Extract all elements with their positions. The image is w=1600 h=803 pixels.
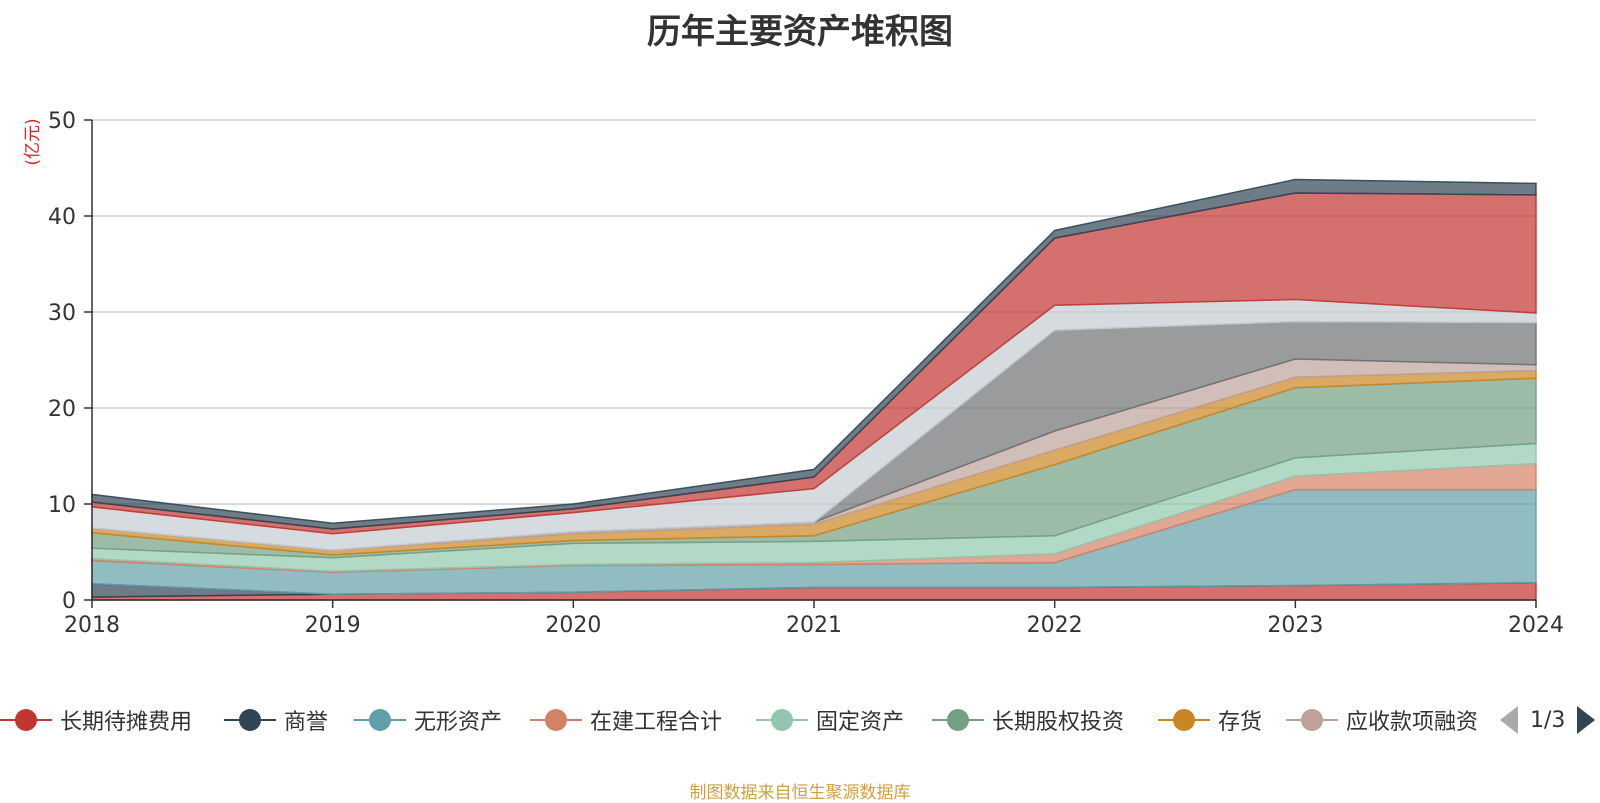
legend-marker-icon xyxy=(0,706,52,734)
legend-label: 应收款项融资 xyxy=(1346,710,1479,735)
legend-item[interactable]: 无形资产 xyxy=(354,700,502,740)
legend-item[interactable]: 应收款项融资 xyxy=(1286,700,1478,740)
x-tick-label: 2019 xyxy=(305,613,361,638)
legend-pager: 1/3 xyxy=(1500,700,1596,740)
legend-item[interactable]: 长期待摊费用 xyxy=(0,700,192,740)
legend-label: 商誉 xyxy=(284,710,329,735)
y-axis-title: (亿元) xyxy=(23,118,43,165)
legend-item[interactable]: 在建工程合计 xyxy=(530,700,722,740)
x-tick-label: 2024 xyxy=(1508,613,1564,638)
legend-marker-icon xyxy=(354,706,406,734)
legend-label: 无形资产 xyxy=(414,710,503,735)
area-series xyxy=(91,178,1537,601)
legend: 长期待摊费用 商誉 无形资产 在建工程合计 固定资产 长期股权投资 存货 应收款项融资 1/3 xyxy=(0,700,1600,740)
legend-items: 长期待摊费用 商誉 无形资产 在建工程合计 固定资产 长期股权投资 存货 应收款项融资 xyxy=(0,700,1486,740)
legend-label: 长期股权投资 xyxy=(992,710,1125,735)
legend-page-indicator: 1/3 xyxy=(1530,707,1566,733)
legend-prev-page-button[interactable] xyxy=(1500,706,1518,734)
y-tick-label: 30 xyxy=(48,301,76,326)
axes: 0 10 20 30 40 50 2018 2019 2020 2021 2022 2023 2024 xyxy=(48,109,1564,638)
legend-marker-icon xyxy=(756,706,808,734)
x-tick-label: 2021 xyxy=(786,613,842,638)
legend-marker-icon xyxy=(1158,706,1210,734)
legend-marker-icon xyxy=(224,706,276,734)
y-tick-label: 0 xyxy=(62,589,76,614)
legend-item[interactable]: 商誉 xyxy=(224,700,328,740)
x-tick-label: 2023 xyxy=(1267,613,1323,638)
legend-marker-icon xyxy=(530,706,582,734)
legend-item[interactable]: 固定资产 xyxy=(756,700,904,740)
legend-label: 长期待摊费用 xyxy=(60,710,193,735)
y-tick-label: 10 xyxy=(48,493,76,518)
legend-item[interactable]: 存货 xyxy=(1158,700,1262,740)
area-series-11[interactable] xyxy=(91,178,1537,530)
legend-marker-icon xyxy=(932,706,984,734)
legend-label: 在建工程合计 xyxy=(590,710,723,735)
y-tick-label: 20 xyxy=(48,397,76,422)
x-tick-label: 2022 xyxy=(1027,613,1083,638)
legend-marker-icon xyxy=(1286,706,1338,734)
x-tick-label: 2018 xyxy=(64,613,120,638)
legend-next-page-button[interactable] xyxy=(1577,706,1596,734)
data-source-note: 制图数据来自恒生聚源数据库 xyxy=(689,783,911,803)
x-tick-label: 2020 xyxy=(545,613,601,638)
chart-title: 历年主要资产堆积图 xyxy=(647,12,953,52)
legend-label: 存货 xyxy=(1218,710,1263,735)
legend-item[interactable]: 长期股权投资 xyxy=(932,700,1124,740)
legend-label: 固定资产 xyxy=(816,710,905,735)
y-tick-label: 50 xyxy=(48,109,76,134)
y-tick-label: 40 xyxy=(48,205,76,230)
